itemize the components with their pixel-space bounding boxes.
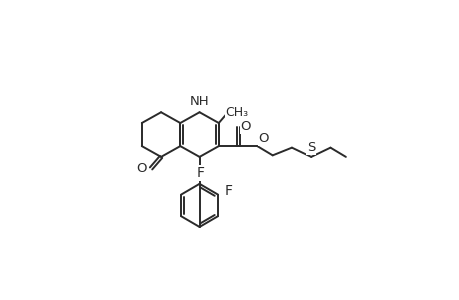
Text: CH₃: CH₃ (225, 106, 248, 119)
Text: O: O (257, 132, 268, 145)
Text: F: F (224, 184, 232, 198)
Text: NH: NH (189, 95, 209, 108)
Text: F: F (196, 166, 205, 180)
Text: S: S (306, 141, 315, 154)
Text: O: O (135, 162, 146, 175)
Text: O: O (240, 120, 251, 134)
